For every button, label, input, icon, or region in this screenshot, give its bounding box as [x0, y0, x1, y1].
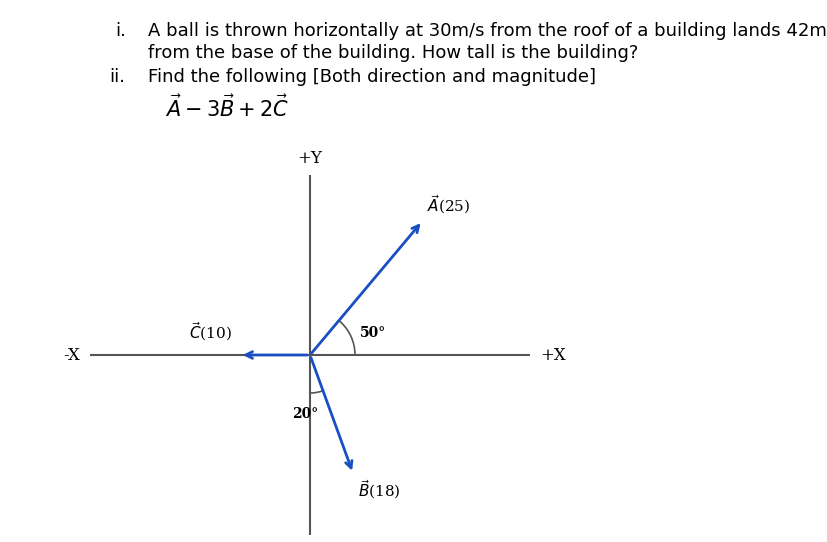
Text: Find the following [Both direction and magnitude]: Find the following [Both direction and m…: [148, 68, 595, 86]
Text: $\vec{B}$(18): $\vec{B}$(18): [357, 479, 400, 501]
Text: 50°: 50°: [360, 326, 386, 340]
Text: $\vec{A}$(25): $\vec{A}$(25): [427, 193, 471, 216]
Text: $\vec{C}$(10): $\vec{C}$(10): [189, 320, 232, 343]
Text: from the base of the building. How tall is the building?: from the base of the building. How tall …: [148, 44, 638, 62]
Text: +X: +X: [539, 346, 565, 364]
Text: 20°: 20°: [292, 407, 318, 421]
Text: -X: -X: [63, 346, 80, 364]
Text: +Y: +Y: [297, 150, 322, 167]
Text: $\vec{A} - 3\vec{B} + 2\vec{C}$: $\vec{A} - 3\vec{B} + 2\vec{C}$: [165, 94, 289, 121]
Text: i.: i.: [115, 22, 126, 40]
Text: ii.: ii.: [109, 68, 125, 86]
Text: A ball is thrown horizontally at 30m/s from the roof of a building lands 42m: A ball is thrown horizontally at 30m/s f…: [148, 22, 826, 40]
